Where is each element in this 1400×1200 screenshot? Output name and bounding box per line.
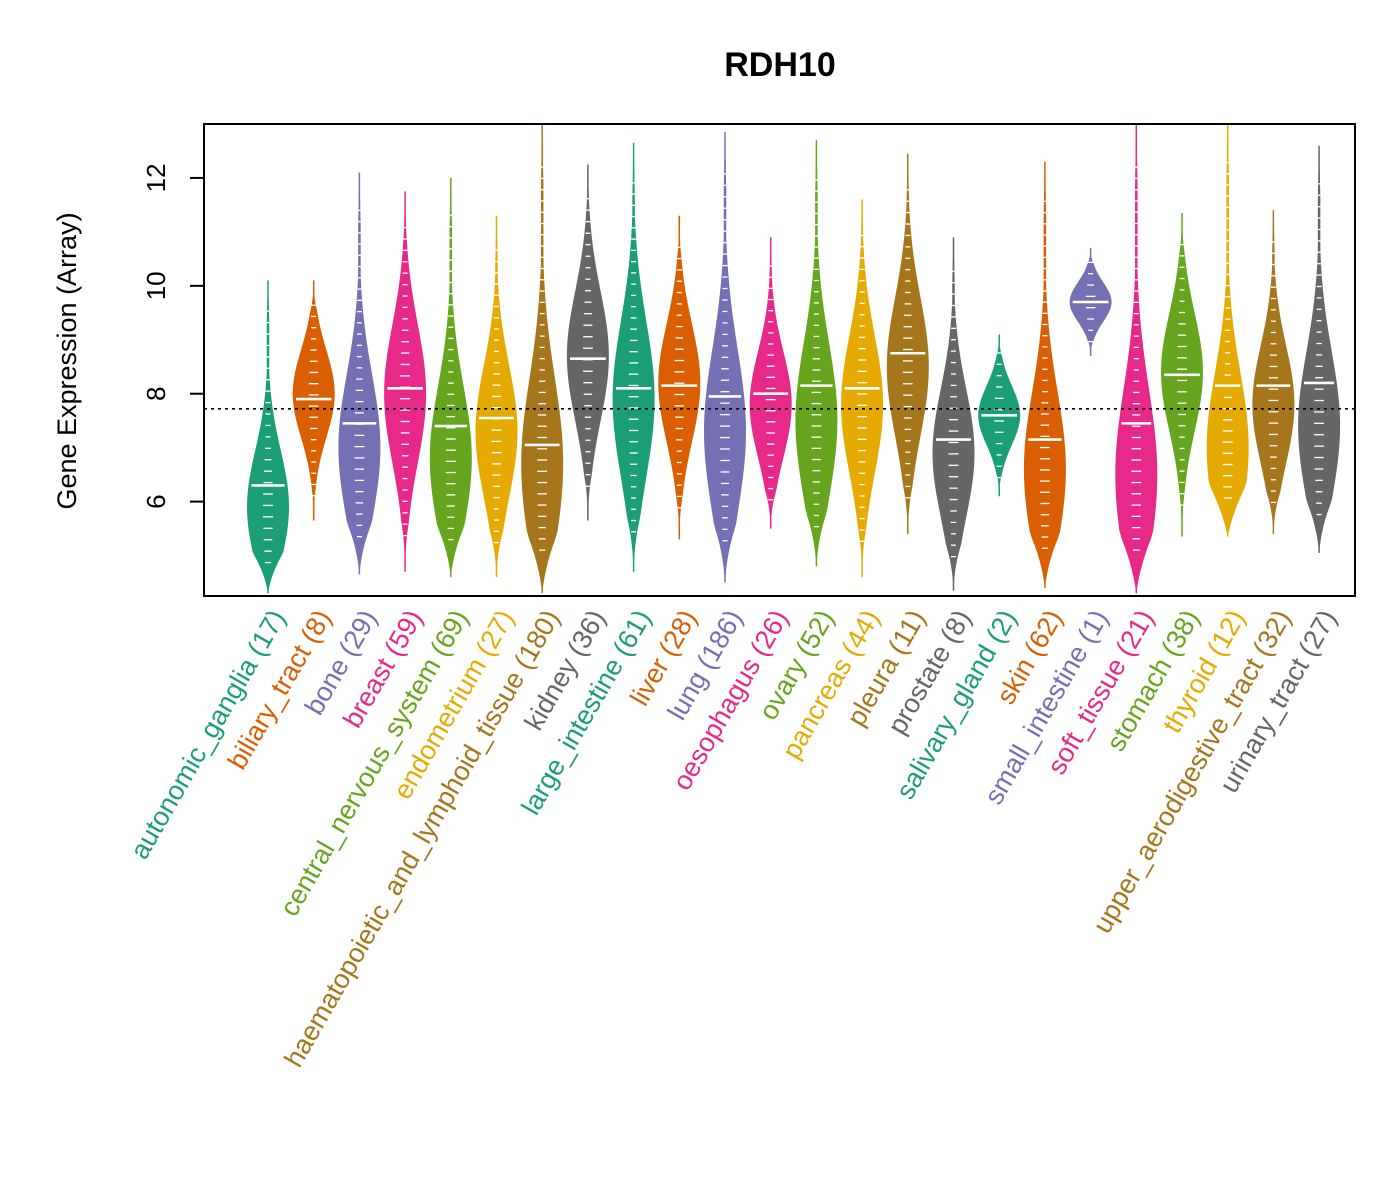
violin-lung bbox=[704, 132, 746, 583]
violin-soft_tissue bbox=[1115, 124, 1158, 594]
y-tick-label: 6 bbox=[141, 494, 171, 508]
violin-pleura bbox=[886, 153, 929, 534]
violin-upper_aerodigestive_tract bbox=[1252, 210, 1295, 534]
violin-urinary_tract bbox=[1298, 145, 1341, 553]
violin-large_intestine bbox=[612, 142, 655, 572]
plot-frame bbox=[203, 123, 1356, 597]
violin-liver bbox=[658, 215, 701, 540]
violin-bone bbox=[338, 172, 381, 575]
violin-ovary bbox=[795, 140, 838, 567]
violin-stomach bbox=[1161, 213, 1203, 537]
violin-haematopoietic_and_lymphoid_tissue bbox=[521, 124, 564, 594]
y-tick-label: 8 bbox=[141, 386, 171, 400]
violin-thyroid bbox=[1206, 124, 1249, 537]
category-count: (27) bbox=[1289, 605, 1343, 668]
violin-endometrium bbox=[475, 215, 518, 578]
violin-skin bbox=[1023, 161, 1066, 588]
violin-prostate bbox=[932, 237, 975, 591]
violin-autonomic_ganglia bbox=[247, 280, 289, 594]
y-axis: 6 8 10 12 bbox=[141, 163, 204, 509]
violin-small_intestine bbox=[1069, 248, 1112, 356]
violin-oesophagus bbox=[749, 237, 792, 529]
violin-pancreas bbox=[841, 199, 884, 578]
y-tick-label: 12 bbox=[141, 163, 171, 192]
violin-salivary_gland bbox=[978, 334, 1021, 497]
violin-biliary_tract bbox=[292, 280, 335, 521]
violins-layer bbox=[247, 124, 1341, 594]
violin-central_nervous_system bbox=[429, 177, 472, 578]
chart-title: RDH10 bbox=[724, 46, 835, 84]
x-axis-labels: autonomic_ganglia (17)biliary_tract (8)b… bbox=[124, 605, 1342, 1072]
violin-kidney bbox=[566, 164, 609, 521]
y-axis-label: Gene Expression (Array) bbox=[52, 212, 82, 509]
y-tick-label: 10 bbox=[141, 271, 171, 300]
violin-breast bbox=[384, 191, 427, 572]
